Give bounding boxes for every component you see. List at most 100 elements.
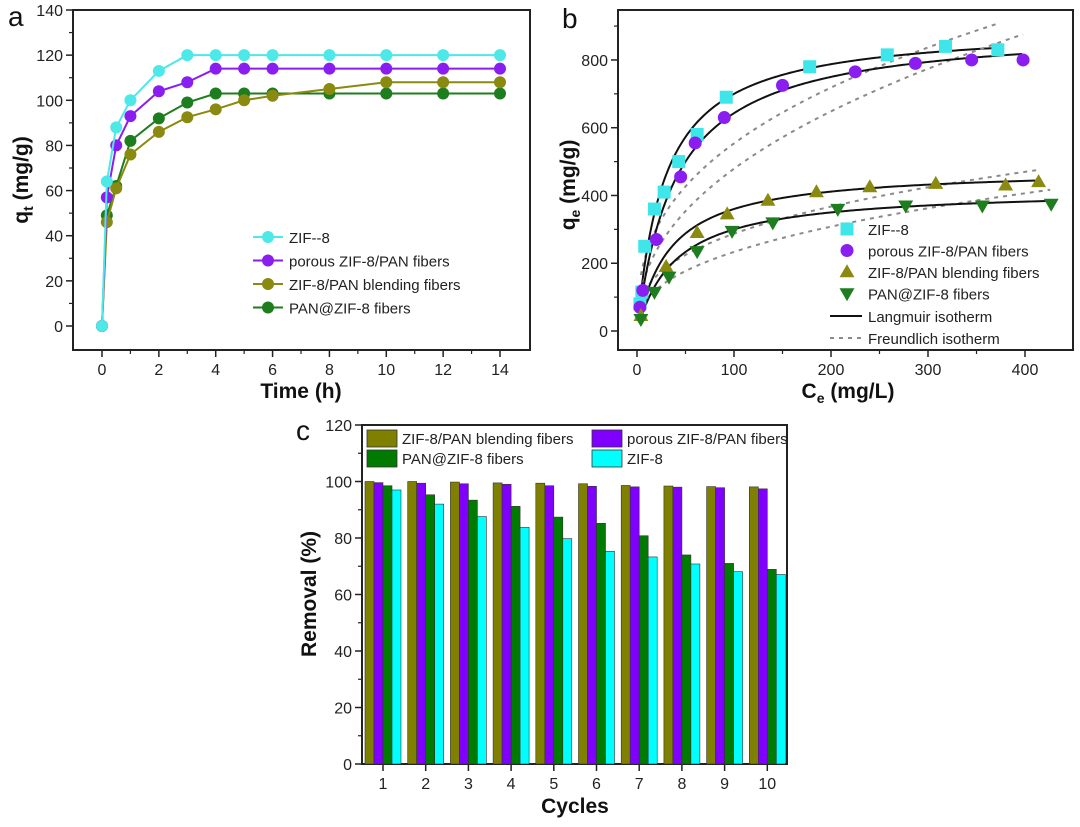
x-tick-label: 1 bbox=[379, 776, 388, 793]
data-point bbox=[689, 224, 705, 238]
data-point bbox=[437, 87, 450, 100]
x-tick-label: 8 bbox=[677, 776, 686, 793]
bar bbox=[775, 574, 786, 765]
x-tick-label: 100 bbox=[721, 362, 748, 379]
x-tick-label: 4 bbox=[507, 776, 516, 793]
data-point bbox=[124, 110, 137, 123]
data-point bbox=[437, 49, 450, 62]
y-axis-title-main: q bbox=[10, 211, 33, 224]
bar bbox=[620, 485, 631, 765]
data-point bbox=[209, 62, 222, 75]
legend-label-langmuir: Langmuir isotherm bbox=[868, 309, 992, 326]
x-tick-label: 400 bbox=[1012, 362, 1039, 379]
data-point bbox=[266, 62, 279, 75]
data-point bbox=[638, 239, 652, 253]
data-point bbox=[636, 283, 650, 297]
data-point bbox=[965, 53, 979, 67]
x-tick-label: 7 bbox=[635, 776, 644, 793]
data-point bbox=[998, 177, 1014, 191]
x-tick-label: 8 bbox=[325, 362, 334, 379]
bar bbox=[663, 485, 674, 765]
data-point bbox=[974, 200, 990, 214]
data-point bbox=[181, 111, 194, 124]
legend-label: ZIF--8 bbox=[868, 222, 909, 239]
data-point bbox=[649, 233, 663, 247]
bar bbox=[407, 481, 418, 765]
y-tick-label: 100 bbox=[325, 475, 352, 492]
bar bbox=[596, 523, 606, 765]
data-point bbox=[238, 49, 251, 62]
bar bbox=[647, 556, 658, 765]
bar bbox=[672, 486, 683, 765]
data-point bbox=[181, 49, 194, 62]
data-point bbox=[494, 87, 506, 100]
y-axis-title-unit: (mg/g) bbox=[557, 140, 580, 210]
legend-marker bbox=[262, 254, 274, 267]
y-tick-label: 600 bbox=[581, 121, 608, 138]
legend-label: ZIF-8 bbox=[627, 451, 663, 468]
y-tick-label: 400 bbox=[581, 188, 608, 205]
data-point bbox=[209, 49, 222, 62]
x-tick-label: 9 bbox=[720, 776, 729, 793]
data-point bbox=[1031, 174, 1047, 188]
y-tick-label: 0 bbox=[599, 324, 608, 341]
y-tick-label: 0 bbox=[343, 757, 352, 774]
bar bbox=[373, 482, 384, 765]
bar bbox=[553, 516, 564, 765]
data-point bbox=[323, 49, 336, 62]
langmuir-fit-line bbox=[638, 179, 1038, 318]
x-tick-label: 4 bbox=[211, 362, 220, 379]
data-point bbox=[808, 184, 824, 198]
y-axis-title-main: q bbox=[557, 217, 580, 230]
data-point bbox=[323, 62, 336, 75]
data-point bbox=[830, 203, 846, 217]
y-tick-label: 100 bbox=[36, 93, 63, 110]
data-point bbox=[152, 64, 165, 77]
bar bbox=[733, 571, 743, 765]
x-tick-label: 5 bbox=[549, 776, 558, 793]
bar bbox=[434, 503, 445, 765]
data-point bbox=[124, 134, 137, 147]
data-point bbox=[880, 48, 894, 62]
x-tick-label: 0 bbox=[98, 362, 107, 379]
data-point bbox=[724, 225, 740, 239]
y-axis-title: qt (mg/g) bbox=[10, 136, 36, 223]
data-point bbox=[238, 62, 251, 75]
data-point bbox=[908, 56, 922, 70]
data-point bbox=[717, 111, 731, 125]
panel-a-frame bbox=[72, 9, 531, 351]
x-tick-label: 12 bbox=[434, 362, 452, 379]
legend-swatch bbox=[366, 449, 398, 468]
data-point bbox=[719, 90, 733, 104]
data-point bbox=[803, 60, 817, 74]
legend-label-freundlich: Freundlich isotherm bbox=[868, 331, 1000, 348]
data-point bbox=[658, 258, 674, 272]
y-tick-label: 0 bbox=[54, 319, 63, 336]
data-point bbox=[494, 49, 506, 62]
y-tick-label: 800 bbox=[581, 53, 608, 70]
data-point bbox=[437, 62, 450, 75]
data-point bbox=[674, 170, 688, 184]
bar bbox=[501, 484, 512, 765]
bar bbox=[468, 499, 478, 765]
bar bbox=[562, 538, 573, 765]
x-tick-label: 6 bbox=[592, 776, 601, 793]
y-axis-title: Removal (%) bbox=[298, 531, 321, 657]
bar bbox=[391, 489, 402, 765]
bar bbox=[724, 563, 734, 765]
data-point bbox=[661, 271, 677, 285]
x-tick-label: 0 bbox=[633, 362, 642, 379]
legend-label: ZIF-8/PAN blending fibers bbox=[289, 277, 460, 294]
y-tick-label: 80 bbox=[334, 531, 352, 548]
bar bbox=[450, 481, 460, 765]
data-point bbox=[124, 94, 137, 107]
data-point bbox=[776, 78, 789, 92]
legend-marker bbox=[839, 288, 855, 302]
y-tick-label: 40 bbox=[334, 644, 352, 661]
y-tick-label: 120 bbox=[325, 418, 352, 435]
x-axis-title: Ce (mg/L) bbox=[802, 380, 895, 406]
y-tick-label: 200 bbox=[581, 256, 608, 273]
bar bbox=[425, 494, 436, 765]
bar bbox=[706, 486, 716, 765]
data-point bbox=[494, 62, 506, 75]
